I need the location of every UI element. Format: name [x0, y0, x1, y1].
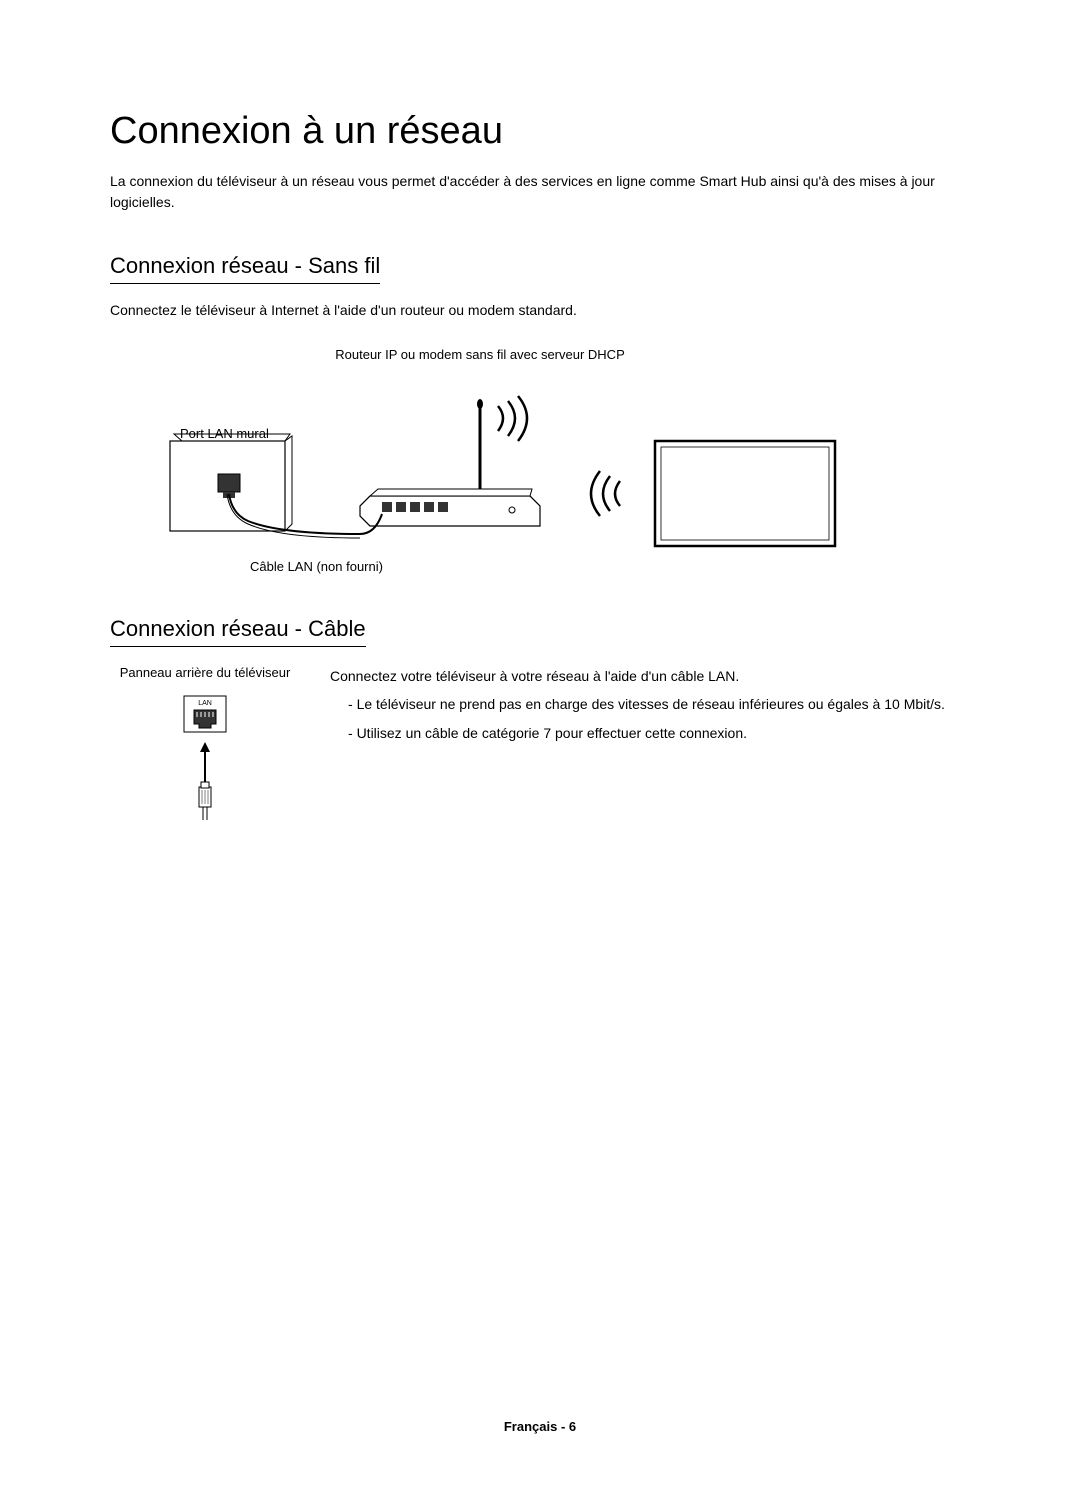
wifi-waves-in-icon — [591, 471, 620, 516]
wireless-diagram-svg — [160, 386, 900, 556]
page-title: Connexion à un réseau — [110, 110, 980, 153]
wireless-heading: Connexion réseau - Sans fil — [110, 253, 380, 284]
tv-panel-caption: Panneau arrière du téléviseur — [110, 665, 300, 680]
wireless-diagram: Routeur IP ou modem sans fil avec serveu… — [110, 346, 890, 576]
wired-bullet-1: Le téléviseur ne prend pas en charge des… — [348, 693, 980, 715]
wired-bullet-2: Utilisez un câble de catégorie 7 pour ef… — [348, 722, 980, 744]
wired-heading: Connexion réseau - Câble — [110, 616, 366, 647]
lan-cable-caption: Câble LAN (non fourni) — [250, 559, 383, 574]
wireless-subintro: Connectez le téléviseur à Internet à l'a… — [110, 302, 980, 318]
tv-lan-port-diagram: LAN — [170, 692, 240, 822]
wall-plate-icon — [170, 434, 360, 538]
lan-port-text: LAN — [198, 700, 212, 707]
wifi-waves-out-icon — [498, 396, 527, 441]
router-icon — [360, 399, 540, 534]
tv-icon — [655, 441, 835, 546]
router-caption: Routeur IP ou modem sans fil avec serveu… — [320, 346, 640, 364]
page-footer: Français - 6 — [0, 1419, 1080, 1434]
wired-desc: Connectez votre téléviseur à votre résea… — [330, 665, 980, 687]
intro-text: La connexion du téléviseur à un réseau v… — [110, 171, 980, 213]
